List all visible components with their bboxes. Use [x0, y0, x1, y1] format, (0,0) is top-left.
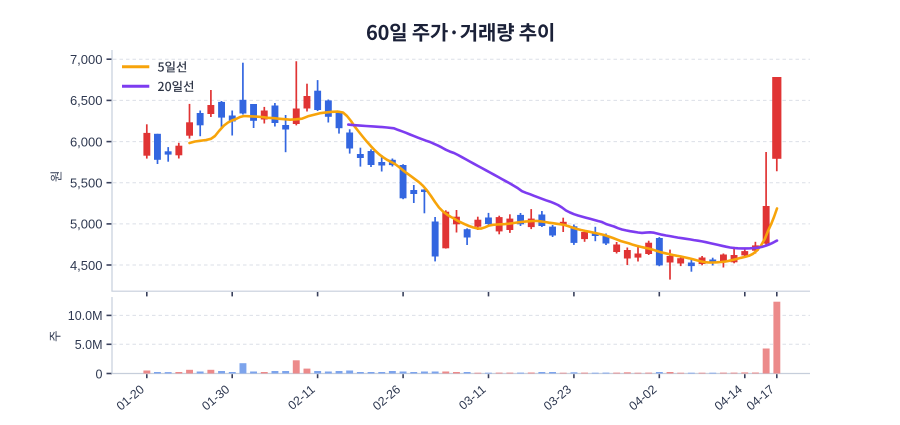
- svg-text:6,500: 6,500: [70, 93, 103, 108]
- svg-text:0: 0: [96, 367, 103, 381]
- svg-text:4,500: 4,500: [70, 258, 103, 273]
- svg-text:7,000: 7,000: [70, 52, 103, 67]
- svg-text:5.0M: 5.0M: [75, 338, 103, 352]
- svg-text:5,000: 5,000: [70, 217, 103, 232]
- svg-text:10.0M: 10.0M: [68, 309, 103, 323]
- svg-text:6,000: 6,000: [70, 134, 103, 149]
- svg-text:5,500: 5,500: [70, 176, 103, 191]
